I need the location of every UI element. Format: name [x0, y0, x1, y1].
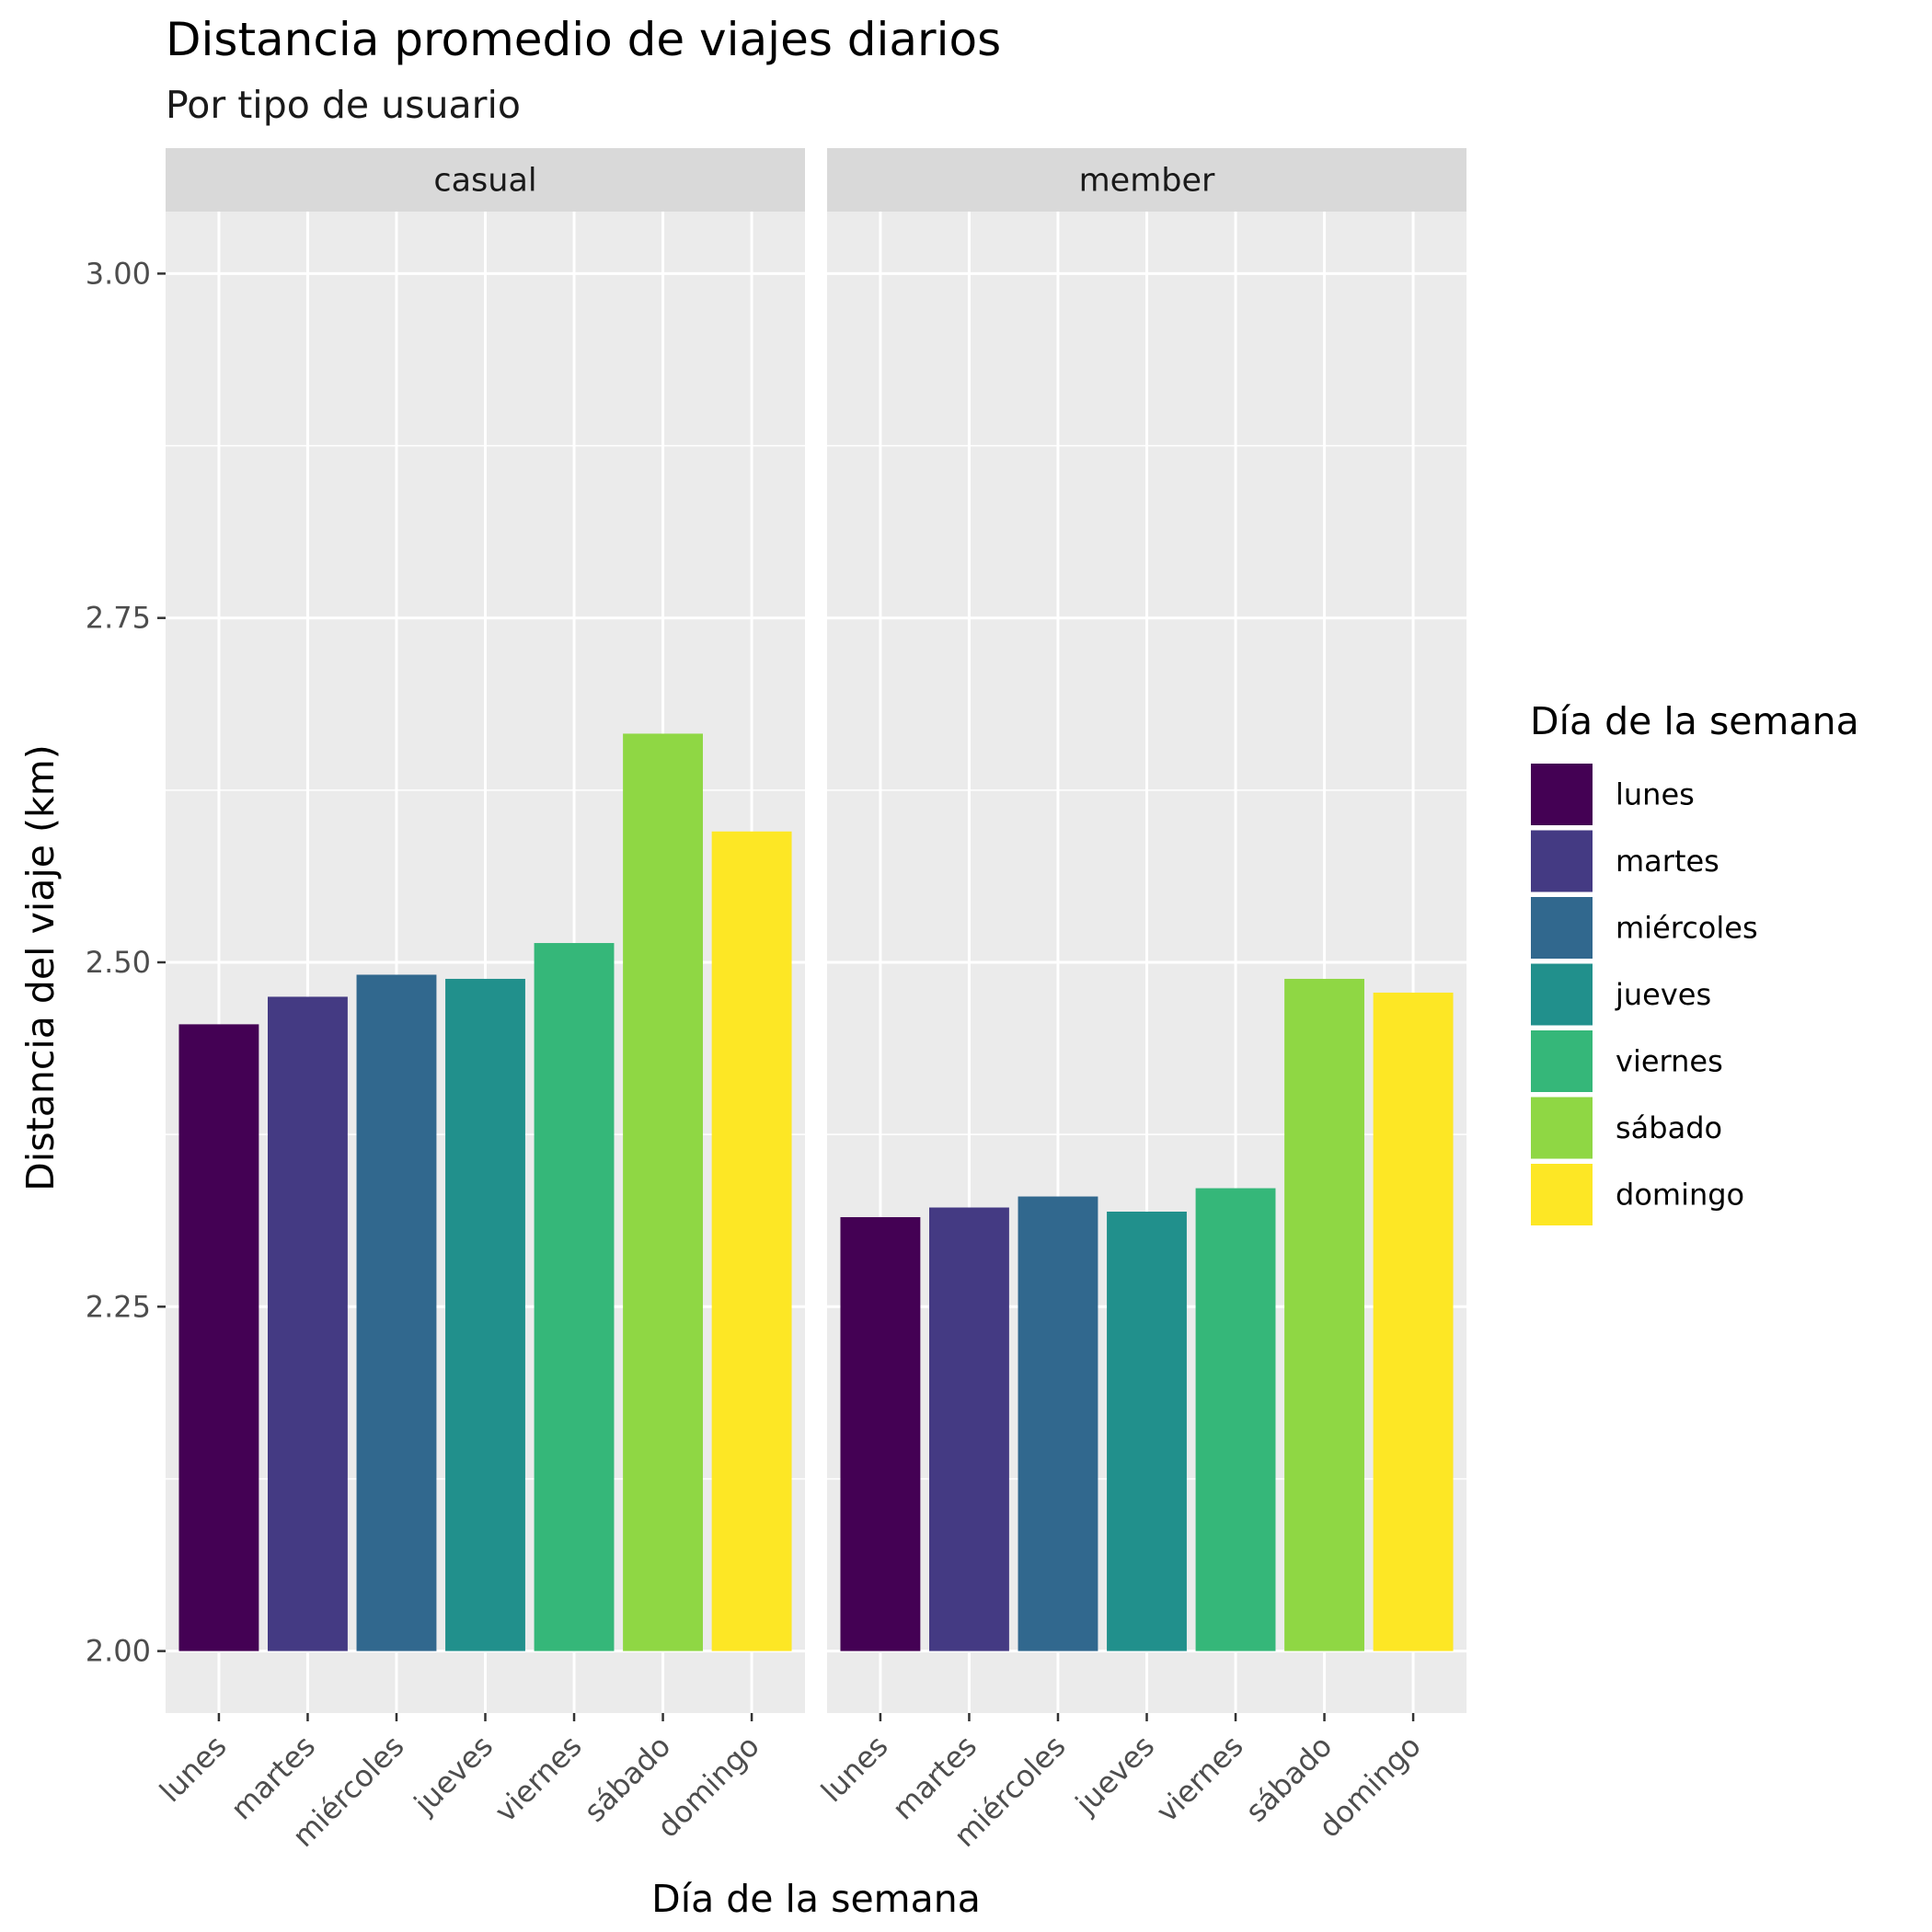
bar-member-martes: [929, 1207, 1009, 1651]
facet-panels: casuallunesmartesmiércolesjuevesvierness…: [86, 148, 1466, 1854]
facet-strip-label: casual: [433, 163, 536, 200]
legend-key-sábado: [1529, 1095, 1594, 1161]
legend-key-jueves: [1529, 961, 1594, 1028]
y-tick-label: 2.00: [86, 1634, 151, 1669]
bar-member-viernes: [1195, 1188, 1276, 1651]
legend-label: martes: [1616, 844, 1719, 879]
x-axis-title: Día de la semana: [651, 1877, 981, 1921]
chart-subtitle: Por tipo de usuario: [166, 83, 521, 127]
bar-casual-jueves: [445, 978, 525, 1651]
bar-casual-domingo: [711, 831, 792, 1651]
bar-member-miércoles: [1018, 1196, 1098, 1651]
y-tick-label: 2.75: [86, 601, 151, 636]
legend-label: jueves: [1615, 977, 1711, 1012]
bar-member-lunes: [840, 1216, 921, 1651]
legend-key-miércoles: [1529, 895, 1594, 960]
facet-panel-casual: casuallunesmartesmiércolesjuevesvierness…: [153, 148, 805, 1854]
bar-casual-martes: [268, 996, 348, 1651]
bar-casual-miércoles: [356, 974, 437, 1651]
x-tick-label: viernes: [488, 1729, 588, 1829]
chart-title: Distancia promedio de viajes diarios: [166, 13, 1001, 66]
legend-key-lunes: [1529, 762, 1594, 827]
x-tick-label: jueves: [407, 1729, 500, 1822]
legend-key-domingo: [1529, 1162, 1594, 1227]
x-tick-label: jueves: [1068, 1729, 1161, 1822]
bar-member-jueves: [1107, 1212, 1187, 1651]
legend: lunes martes miércoles jueves viernes sábado d…: [1529, 762, 1758, 1227]
x-tick-label: lunes: [814, 1729, 895, 1810]
x-tick-label: lunes: [153, 1729, 234, 1810]
x-tick-label: viernes: [1149, 1729, 1249, 1829]
legend-label: sábado: [1616, 1110, 1722, 1145]
facet-panel-member: memberlunesmartesmiércolesjuevesvierness…: [814, 148, 1466, 1854]
legend-label: viernes: [1616, 1044, 1723, 1079]
facet-strip: [166, 148, 805, 212]
facet-strip-label: member: [1079, 163, 1215, 200]
legend-key-martes: [1529, 828, 1594, 894]
bar-casual-viernes: [534, 943, 615, 1651]
bar-casual-sábado: [623, 733, 703, 1651]
legend-label: miércoles: [1616, 911, 1758, 946]
bar-member-domingo: [1373, 992, 1454, 1651]
legend-title: Día de la semana: [1530, 699, 1859, 743]
bar-member-sábado: [1284, 978, 1364, 1651]
y-axis-title: Distancia del viaje (km): [18, 744, 63, 1190]
y-tick-label: 2.50: [86, 945, 151, 980]
legend-key-viernes: [1529, 1029, 1594, 1094]
facet-strip: [827, 148, 1466, 212]
y-axis: 2.00 2.25 2.50 2.75 3.00: [86, 256, 166, 1669]
legend-label: domingo: [1616, 1178, 1744, 1213]
bar-casual-lunes: [178, 1024, 259, 1651]
y-tick-label: 2.25: [86, 1289, 151, 1324]
y-tick-label: 3.00: [86, 256, 151, 291]
legend-label: lunes: [1616, 777, 1695, 812]
